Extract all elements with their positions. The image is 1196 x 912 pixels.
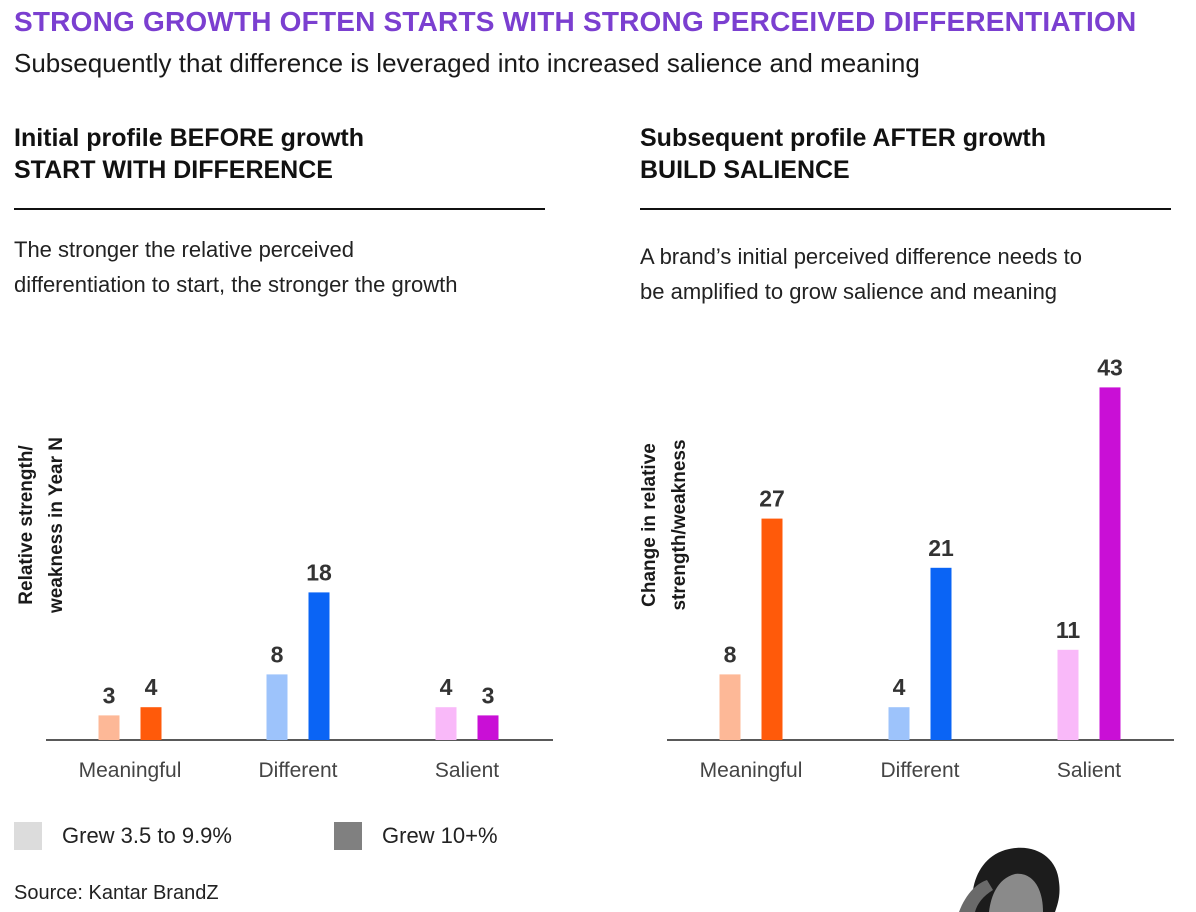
legend-item-grew-10-plus: Grew 10+% bbox=[334, 822, 498, 850]
legend-swatch-dark bbox=[334, 822, 362, 850]
right-desc-line2: be amplified to grow salience and meanin… bbox=[640, 279, 1058, 304]
after-data-label-salient-grew-10-plus: 43 bbox=[1097, 354, 1123, 380]
before-data-label-salient-grew-10-plus: 3 bbox=[482, 682, 495, 708]
legend-label-1: Grew 3.5 to 9.9% bbox=[62, 823, 232, 848]
right-desc-line1: A brand’s initial perceived difference n… bbox=[640, 244, 1082, 269]
after-data-label-meaningful-grew-10-plus: 27 bbox=[759, 486, 785, 512]
left-panel-heading: Initial profile BEFORE growth START WITH… bbox=[14, 122, 364, 186]
after-category-label-meaningful: Meaningful bbox=[700, 759, 803, 782]
right-heading-line1: Subsequent profile AFTER growth bbox=[640, 124, 1047, 152]
source-note: Source: Kantar BrandZ bbox=[14, 882, 219, 904]
before-data-label-salient-grew-3-5-to-9-9: 4 bbox=[440, 674, 453, 700]
right-panel-description: A brand’s initial perceived difference n… bbox=[640, 239, 1082, 309]
after-data-label-different-grew-3-5-to-9-9: 4 bbox=[893, 674, 906, 700]
before-data-label-different-grew-10-plus: 18 bbox=[306, 559, 332, 585]
page-title: STRONG GROWTH OFTEN STARTS WITH STRONG P… bbox=[14, 6, 1137, 37]
before-bar-salient-grew-3-5-to-9-9 bbox=[435, 707, 457, 740]
before-bar-different-grew-3-5-to-9-9 bbox=[266, 674, 288, 740]
after-category-label-salient: Salient bbox=[1057, 759, 1121, 782]
left-desc-line2: differentiation to start, the stronger t… bbox=[14, 272, 458, 297]
after-y-axis-label-line1: Change in relative bbox=[639, 443, 660, 607]
after-y-axis-label-line2: strength/weakness bbox=[669, 439, 690, 610]
after-bar-salient-grew-3-5-to-9-9 bbox=[1057, 649, 1079, 740]
after-bar-different-grew-3-5-to-9-9 bbox=[888, 707, 910, 740]
before-data-label-different-grew-3-5-to-9-9: 8 bbox=[271, 641, 284, 667]
right-panel-heading: Subsequent profile AFTER growth BUILD SA… bbox=[640, 122, 1046, 186]
after-bar-meaningful-grew-3-5-to-9-9 bbox=[719, 674, 741, 740]
before-category-label-salient: Salient bbox=[435, 759, 499, 782]
after-data-label-different-grew-10-plus: 21 bbox=[928, 535, 954, 561]
before-y-axis-label-line1: Relative strength/ bbox=[16, 445, 37, 605]
legend-swatch-light bbox=[14, 822, 42, 850]
before-bar-meaningful-grew-3-5-to-9-9 bbox=[98, 715, 120, 740]
legend-label-2: Grew 10+% bbox=[382, 823, 498, 848]
left-panel-description: The stronger the relative perceived diff… bbox=[14, 232, 458, 302]
left-heading-line2: START WITH DIFFERENCE bbox=[14, 156, 333, 184]
right-divider bbox=[640, 208, 1171, 210]
before-category-label-meaningful: Meaningful bbox=[79, 759, 182, 782]
legend-item-grew-3-5-to-9-9: Grew 3.5 to 9.9% bbox=[14, 822, 232, 850]
left-divider bbox=[14, 208, 545, 210]
after-data-label-salient-grew-3-5-to-9-9: 11 bbox=[1056, 617, 1081, 643]
person-photo bbox=[959, 847, 1060, 912]
right-heading-line2: BUILD SALIENCE bbox=[640, 156, 850, 184]
before-bar-salient-grew-10-plus bbox=[477, 715, 499, 740]
before-data-label-meaningful-grew-3-5-to-9-9: 3 bbox=[103, 682, 116, 708]
after-category-label-different: Different bbox=[881, 759, 960, 782]
before-bar-different-grew-10-plus bbox=[308, 592, 330, 740]
before-y-axis-label-line2: weakness in Year N bbox=[46, 437, 67, 614]
before-bar-meaningful-grew-10-plus bbox=[140, 707, 162, 740]
left-heading-line1: Initial profile BEFORE growth bbox=[14, 124, 364, 152]
before-category-label-different: Different bbox=[259, 759, 338, 782]
after-data-label-meaningful-grew-3-5-to-9-9: 8 bbox=[724, 641, 737, 667]
before-data-label-meaningful-grew-10-plus: 4 bbox=[145, 674, 158, 700]
left-desc-line1: The stronger the relative perceived bbox=[14, 237, 354, 262]
after-bar-meaningful-grew-10-plus bbox=[761, 518, 783, 740]
after-bar-salient-grew-10-plus bbox=[1099, 387, 1121, 740]
after-bar-different-grew-10-plus bbox=[930, 567, 952, 740]
page-subtitle: Subsequently that difference is leverage… bbox=[14, 48, 920, 78]
